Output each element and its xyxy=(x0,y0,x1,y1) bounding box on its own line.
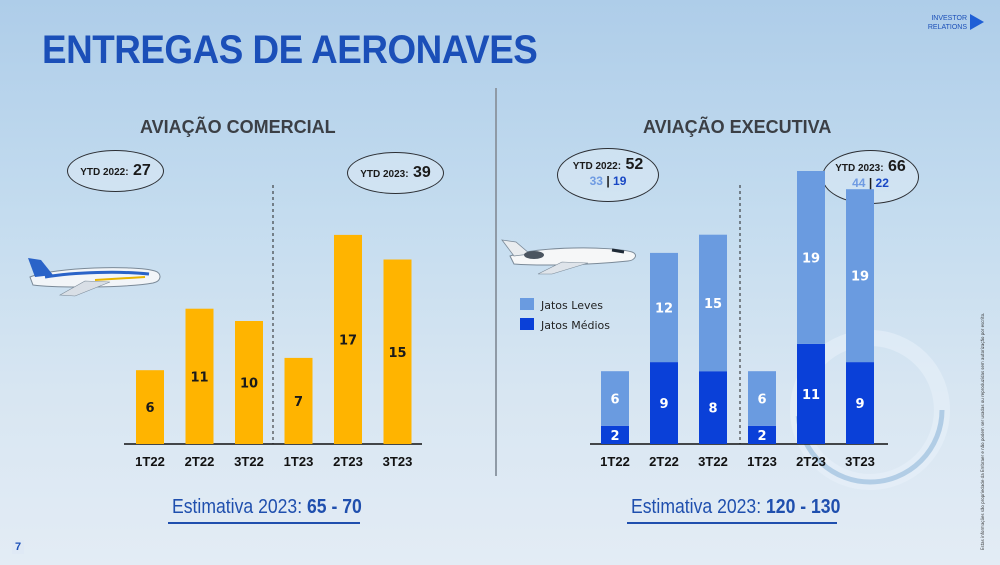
tick-label-1T23: 1T23 xyxy=(747,454,777,469)
ytd-label: YTD 2023: xyxy=(360,169,409,180)
data-label-3T23: 15 xyxy=(388,346,406,361)
arrow-right-icon[interactable] xyxy=(970,14,984,30)
data-label-2T23: 17 xyxy=(339,333,357,348)
bar-3T22-jatos-leves xyxy=(699,234,727,372)
bar-3T23-jatos-leves xyxy=(846,189,874,363)
data-label-3T22: 8 xyxy=(708,402,717,417)
tick-label-3T22: 3T22 xyxy=(234,454,264,469)
ytd-leves: 44 xyxy=(852,176,866,190)
bar-3T23 xyxy=(383,259,412,444)
bar-2T22-jatos-leves xyxy=(650,252,678,363)
data-label-3T22: 15 xyxy=(704,297,722,312)
data-label-2T23: 11 xyxy=(802,388,820,403)
bar-2T23-jatos-leves xyxy=(797,171,825,344)
data-label-2T23: 19 xyxy=(802,251,820,266)
tick-label-1T22: 1T22 xyxy=(135,454,165,469)
executive-estimate-underline xyxy=(627,522,837,524)
executive-bar-chart: 2 6 1T22 9 12 2T22 8 15 3T22 2 6 1T23 11 19 2T23 9 19 3T2… xyxy=(590,171,888,469)
data-label-1T23: 7 xyxy=(294,395,303,410)
bar-3T23-jatos-médios xyxy=(846,362,874,444)
legend-label-jatos-medios: Jatos Médios xyxy=(540,319,610,332)
bar-2T22 xyxy=(185,308,214,444)
ytd-label: YTD 2023: xyxy=(835,163,884,174)
bar-2T23 xyxy=(334,234,362,444)
page-title: ENTREGAS DE AERONAVES xyxy=(42,28,538,72)
tick-label-1T23: 1T23 xyxy=(284,454,314,469)
ytd-leves: 33 xyxy=(589,174,603,188)
data-label-3T22: 10 xyxy=(240,377,258,392)
data-label-2T22: 9 xyxy=(659,397,668,412)
bar-1T22-jatos-leves xyxy=(601,371,629,426)
chart-legend: Jatos Leves Jatos Médios xyxy=(520,298,610,332)
estimate-value: 120 - 130 xyxy=(766,496,841,518)
ytd-medios: 19 xyxy=(613,174,627,188)
ytd-2022-commercial-badge: YTD 2022: 27 xyxy=(67,150,164,192)
commercial-estimate-underline xyxy=(168,522,360,524)
commercial-jet-icon xyxy=(28,258,161,297)
ytd-sep: | xyxy=(868,176,873,190)
bar-1T23-jatos-leves xyxy=(748,371,776,426)
bar-1T23 xyxy=(284,357,313,444)
brand-line1: INVESTOR xyxy=(931,15,967,22)
ytd-value: 39 xyxy=(413,164,431,181)
data-label-2T22: 12 xyxy=(655,302,673,317)
tick-label-3T22: 3T22 xyxy=(698,454,728,469)
data-label-1T22: 6 xyxy=(610,393,619,408)
data-label-2T22: 11 xyxy=(190,370,208,385)
ytd-sep: | xyxy=(606,174,610,188)
side-note-text: Estas informações são propriedade da Emb… xyxy=(980,313,985,550)
executive-heading: AVIAÇÃO EXECUTIVA xyxy=(643,117,832,137)
estimate-value: 65 - 70 xyxy=(307,496,362,518)
data-label-1T22: 6 xyxy=(145,401,154,416)
data-label-3T23: 19 xyxy=(851,270,869,285)
data-label-1T23: 6 xyxy=(757,393,766,408)
data-label-3T23: 9 xyxy=(855,397,864,412)
estimate-label: Estimativa 2023: xyxy=(172,496,303,518)
executive-jet-icon xyxy=(501,239,636,275)
bar-3T22-jatos-médios xyxy=(699,371,727,444)
bar-2T23-jatos-médios xyxy=(797,343,825,444)
bar-1T22-jatos-médios xyxy=(601,425,629,444)
page-number: 7 xyxy=(12,540,25,554)
side-note-vertical: Estas informações são propriedade da Emb… xyxy=(980,313,985,550)
ytd-2022-executive-badge: YTD 2022: 52 33 | 19 xyxy=(557,148,659,202)
tick-label-2T22: 2T22 xyxy=(649,454,679,469)
bar-1T23-jatos-médios xyxy=(748,425,776,444)
investor-relations-logo[interactable]: INVESTOR RELATIONS xyxy=(915,14,967,32)
tick-label-1T22: 1T22 xyxy=(600,454,630,469)
legend-swatch-jatos-leves xyxy=(520,298,534,310)
tick-label-2T22: 2T22 xyxy=(185,454,215,469)
tick-label-3T23: 3T23 xyxy=(383,454,413,469)
executive-estimate: Estimativa 2023: 120 - 130 xyxy=(631,496,840,519)
commercial-estimate: Estimativa 2023: 65 - 70 xyxy=(172,496,362,519)
bar-3T22 xyxy=(235,321,263,444)
ytd-medios: 22 xyxy=(875,176,889,190)
ytd-label: YTD 2022: xyxy=(572,161,622,172)
legend-swatch-jatos-medios xyxy=(520,318,534,330)
ytd-value: 66 xyxy=(888,158,906,175)
tick-label-2T23: 2T23 xyxy=(333,454,363,469)
estimate-label: Estimativa 2023: xyxy=(631,496,762,518)
tick-label-2T23: 2T23 xyxy=(796,454,826,469)
commercial-heading: AVIAÇÃO COMERCIAL xyxy=(140,117,336,137)
bar-2T22-jatos-médios xyxy=(650,362,678,444)
bar-1T22 xyxy=(136,370,164,444)
commercial-bar-chart: 6 1T22 11 2T22 10 3T22 7 1T23 17 2T23 15 3T23 xyxy=(124,185,422,469)
section-divider xyxy=(495,88,497,476)
data-label-1T22: 2 xyxy=(610,429,619,444)
legend-label-jatos-leves: Jatos Leves xyxy=(540,299,603,312)
data-label-1T23: 2 xyxy=(757,429,766,444)
ytd-2023-commercial-badge: YTD 2023: 39 xyxy=(347,152,444,194)
tick-label-3T23: 3T23 xyxy=(845,454,875,469)
brand-line2: RELATIONS xyxy=(927,24,967,31)
ytd-value: 52 xyxy=(625,156,644,173)
ytd-label: YTD 2022: xyxy=(80,167,129,178)
ytd-value: 27 xyxy=(133,162,151,179)
